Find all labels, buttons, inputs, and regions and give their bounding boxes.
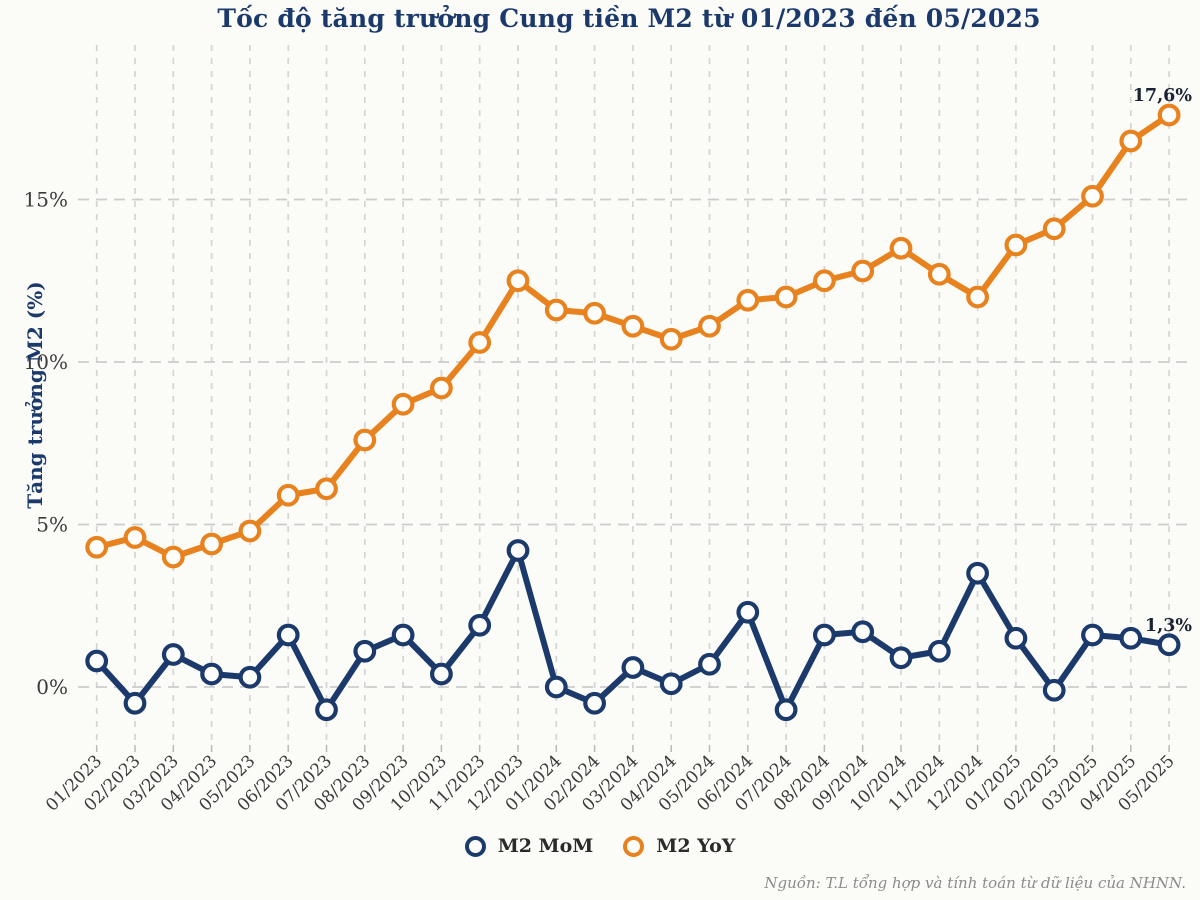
m2-yoy-marker	[736, 288, 760, 312]
m2-mom-marker	[851, 620, 875, 644]
m2-mom-marker	[698, 652, 721, 676]
m2-mom-marker	[927, 639, 951, 663]
m2-yoy-marker	[391, 392, 415, 416]
m2-mom-marker	[1119, 626, 1143, 650]
m2-yoy-marker	[238, 519, 262, 543]
m2-mom-marker	[659, 672, 683, 696]
legend-label-m2-mom: M2 MoM	[497, 835, 594, 857]
m2-mom-marker	[200, 662, 224, 686]
m2-mom-marker	[161, 643, 185, 666]
m2-mom-marker	[391, 623, 415, 647]
m2-yoy-marker	[583, 301, 606, 325]
m2-mom-marker	[315, 698, 338, 722]
m2-yoy-marker	[161, 545, 185, 569]
m2-mom-marker	[123, 691, 147, 715]
y-tick-label: 10%	[24, 350, 68, 374]
m2-yoy-marker	[1081, 184, 1104, 208]
m2-yoy-marker	[813, 269, 836, 293]
m2-mom-marker	[1004, 626, 1028, 650]
y-axis-title: Tăng trưởng M2 (%)	[23, 281, 47, 508]
m2-mom-marker	[353, 639, 377, 663]
y-tick-label: 5%	[36, 513, 68, 537]
m2-yoy-marker	[544, 298, 568, 322]
m2-yoy-value-label: 17,6%	[1133, 86, 1193, 106]
m2-yoy-marker	[123, 526, 147, 549]
m2-yoy-marker	[927, 262, 951, 286]
m2-mom-marker	[774, 698, 798, 722]
m2-yoy-marker	[200, 532, 224, 556]
m2-mom-marker	[506, 539, 530, 562]
m2-yoy-marker	[621, 314, 645, 338]
m2-yoy-marker	[1119, 129, 1143, 153]
m2-yoy-marker	[276, 483, 300, 507]
m2-yoy-marker	[698, 314, 721, 338]
legend-item-m2-mom: M2 MoM	[464, 835, 594, 857]
m2-mom-marker	[966, 561, 989, 585]
m2-yoy-marker	[774, 285, 798, 309]
m2-yoy-marker	[85, 535, 109, 559]
m2-yoy-marker	[1004, 233, 1028, 257]
m2-mom-marker	[1157, 633, 1181, 657]
m2-yoy-marker	[468, 331, 492, 354]
m2-mom-marker	[736, 600, 760, 624]
m2-mom-marker	[238, 665, 262, 689]
m2-mom-marker	[621, 656, 645, 679]
m2-yoy-legend-marker-icon	[623, 835, 645, 857]
m2-yoy-marker	[506, 269, 530, 293]
m2-mom-marker	[468, 613, 492, 637]
m2-yoy-marker	[659, 327, 683, 351]
m2-yoy-marker	[315, 477, 338, 501]
m2-mom-marker	[1081, 623, 1104, 647]
m2-mom-marker	[85, 649, 109, 673]
m2-mom-marker	[889, 646, 913, 670]
legend: M2 MoM M2 YoY	[0, 835, 1200, 857]
y-tick-label: 0%	[36, 675, 68, 699]
m2-mom-marker	[583, 691, 606, 715]
chart-title: Tốc độ tăng trưởng Cung tiền M2 từ 01/20…	[217, 4, 1041, 33]
m2-mom-legend-marker-icon	[464, 835, 486, 857]
m2-yoy-marker	[430, 376, 453, 400]
legend-label-m2-yoy: M2 YoY	[656, 835, 736, 857]
m2-mom-marker	[813, 623, 836, 647]
m2-yoy-marker	[1157, 103, 1181, 127]
m2-mom-marker	[430, 662, 453, 686]
m2-yoy-marker	[353, 428, 377, 452]
y-tick-label: 15%	[24, 188, 68, 212]
m2-yoy-marker	[1042, 217, 1066, 241]
m2-mom-marker	[1042, 678, 1066, 702]
m2-mom-value-label: 1,3%	[1145, 616, 1192, 636]
m2-yoy-marker	[966, 285, 989, 309]
source-note: Nguồn: T.L tổng hợp và tính toán từ dữ l…	[764, 874, 1186, 892]
m2-yoy-marker	[889, 236, 913, 260]
m2-mom-marker	[276, 623, 300, 647]
legend-item-m2-yoy: M2 YoY	[623, 835, 735, 857]
m2-yoy-marker	[851, 259, 875, 283]
m2-mom-marker	[544, 675, 568, 699]
